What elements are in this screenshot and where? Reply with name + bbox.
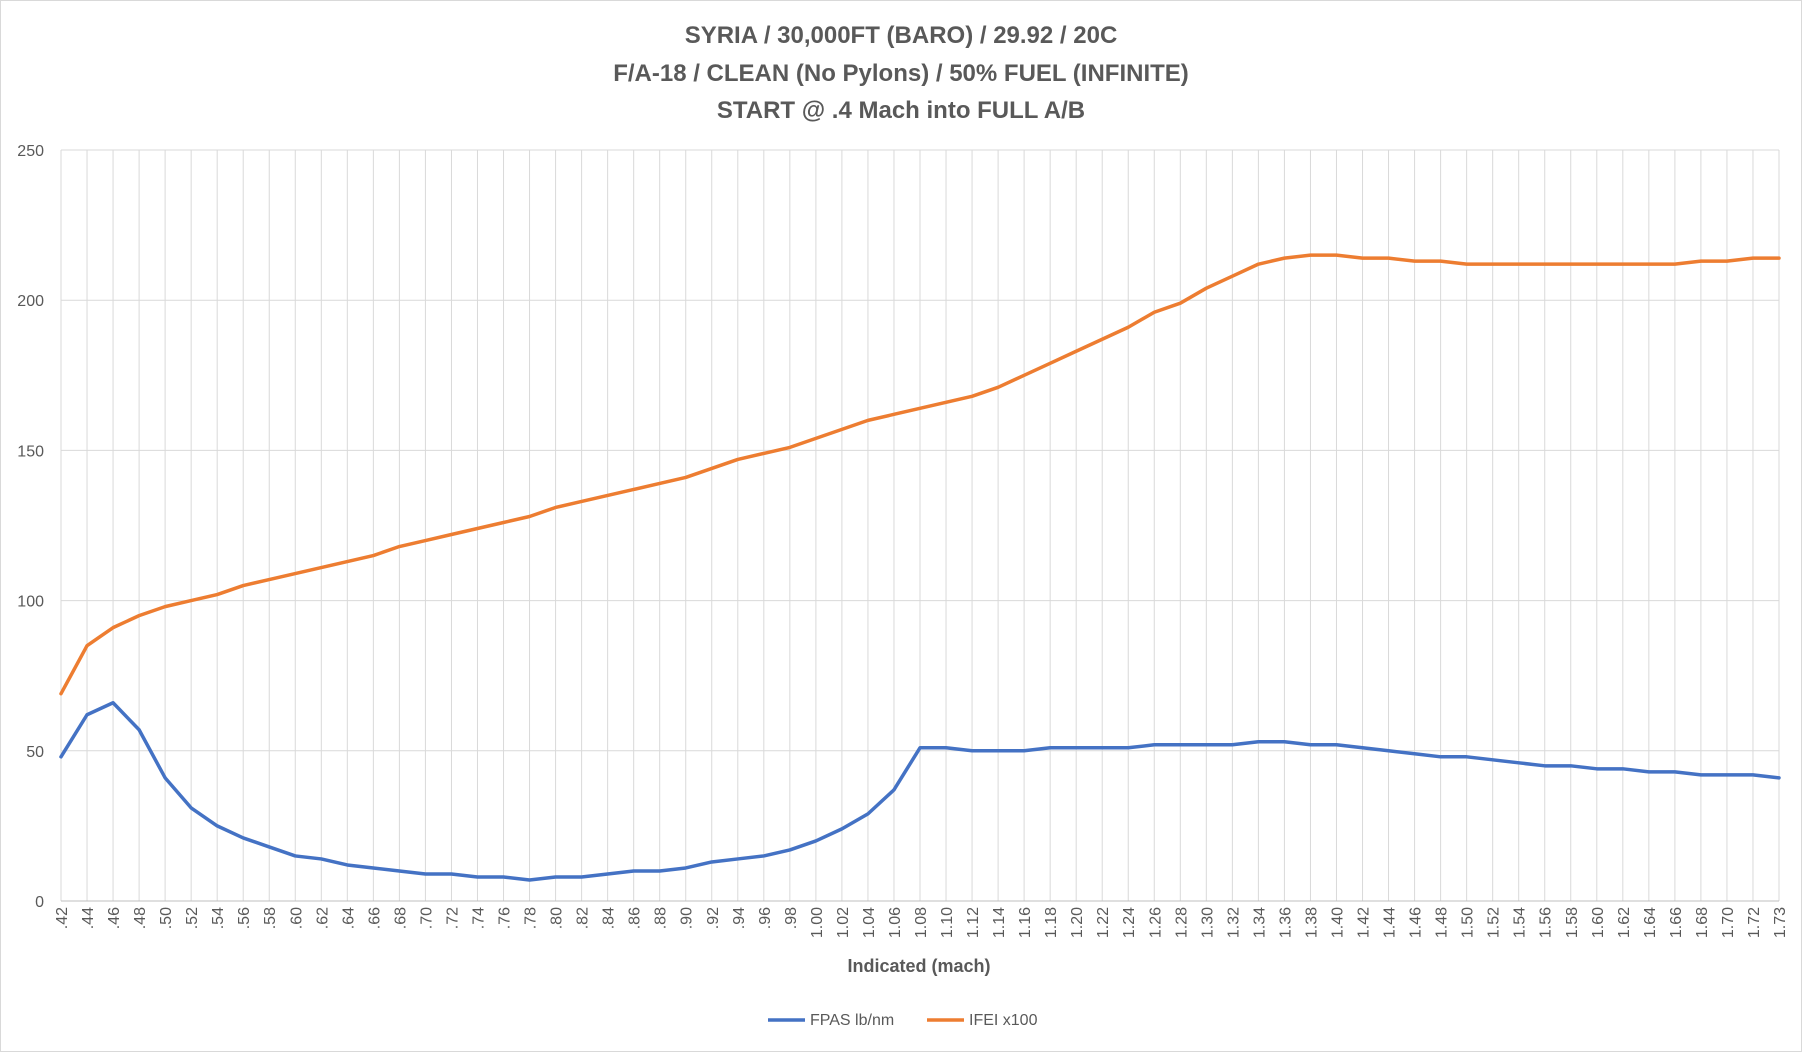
x-tick-label: 1.08 xyxy=(913,907,930,938)
x-tick-label: 1.46 xyxy=(1408,907,1425,938)
x-tick-label: .70 xyxy=(418,907,435,929)
series-line-fpas xyxy=(59,700,1781,882)
x-tick-label: 1.14 xyxy=(991,907,1008,938)
legend: FPAS lb/nm IFEI x100 xyxy=(768,1012,1038,1029)
x-tick-label: 1.00 xyxy=(809,907,826,938)
x-tick-label: 1.60 xyxy=(1590,907,1607,938)
x-tick-label: 1.73 xyxy=(1772,907,1789,938)
x-tick-label: 1.22 xyxy=(1095,907,1112,938)
chart-title: SYRIA / 30,000FT (BARO) / 29.92 / 20C F/… xyxy=(613,22,1189,124)
legend-label: IFEI x100 xyxy=(969,1012,1038,1029)
x-axis-ticks: .42 .44 .46 .48 .50 .52 .54 .56 .58 .60 .62 .64 .66.… xyxy=(54,907,1789,938)
x-tick-label: 1.54 xyxy=(1512,907,1529,938)
x-tick-label: 1.58 xyxy=(1564,907,1581,938)
y-tick-label: 50 xyxy=(26,744,44,761)
x-tick-label: .68 xyxy=(392,907,409,929)
x-tick-label: 1.32 xyxy=(1225,907,1242,938)
x-tick-label: 1.28 xyxy=(1173,907,1190,938)
chart-title-line-2: F/A-18 / CLEAN (No Pylons) / 50% FUEL (I… xyxy=(613,60,1189,87)
x-tick-label: .46 xyxy=(106,907,123,929)
x-tick-label: .80 xyxy=(549,907,566,929)
x-tick-label: 1.02 xyxy=(835,907,852,938)
x-tick-label: .86 xyxy=(627,907,644,929)
x-tick-label: .60 xyxy=(288,907,305,929)
x-tick-label: 1.42 xyxy=(1356,907,1373,938)
y-tick-label: 150 xyxy=(17,443,44,460)
y-axis-ticks: 0 50 100 150 200 250 xyxy=(17,143,44,911)
x-tick-label: 1.56 xyxy=(1538,907,1555,938)
x-tick-label: 1.18 xyxy=(1043,907,1060,938)
x-tick-label: 1.12 xyxy=(965,907,982,938)
y-tick-label: 100 xyxy=(17,594,44,611)
x-tick-label: 1.70 xyxy=(1720,907,1737,938)
x-tick-label: .96 xyxy=(757,907,774,929)
x-tick-label: .78 xyxy=(523,907,540,929)
series-line-ifei xyxy=(59,253,1781,696)
x-tick-label: .58 xyxy=(262,907,279,929)
x-tick-label: 1.52 xyxy=(1486,907,1503,938)
x-tick-label: .88 xyxy=(653,907,670,929)
x-tick-label: 1.26 xyxy=(1147,907,1164,938)
x-tick-label: 1.72 xyxy=(1746,907,1763,938)
y-tick-label: 200 xyxy=(17,293,44,310)
x-tick-label: 1.20 xyxy=(1069,907,1086,938)
x-tick-label: .44 xyxy=(80,907,97,929)
x-tick-label: 1.04 xyxy=(861,907,878,938)
x-tick-label: .54 xyxy=(210,907,227,929)
x-tick-label: .48 xyxy=(132,907,149,929)
x-tick-label: .42 xyxy=(54,907,71,929)
x-tick-label: 1.64 xyxy=(1642,907,1659,938)
series-lines xyxy=(59,253,1781,882)
x-tick-label: .98 xyxy=(783,907,800,929)
x-tick-label: .76 xyxy=(497,907,514,929)
x-tick-label: .52 xyxy=(184,907,201,929)
gridlines xyxy=(60,149,1780,901)
x-tick-label: 1.40 xyxy=(1329,907,1346,938)
x-tick-label: .62 xyxy=(314,907,331,929)
x-tick-label: 1.24 xyxy=(1121,907,1138,938)
chart-title-line-3: START @ .4 Mach into FULL A/B xyxy=(717,97,1085,124)
y-tick-label: 0 xyxy=(35,894,44,911)
x-axis-title: Indicated (mach) xyxy=(847,956,990,976)
legend-label: FPAS lb/nm xyxy=(810,1012,894,1029)
x-tick-label: 1.66 xyxy=(1668,907,1685,938)
x-tick-label: 1.36 xyxy=(1277,907,1294,938)
y-tick-label: 250 xyxy=(17,143,44,160)
x-tick-label: 1.44 xyxy=(1382,907,1399,938)
x-tick-label: .56 xyxy=(236,907,253,929)
x-tick-label: 1.50 xyxy=(1460,907,1477,938)
x-tick-label: 1.10 xyxy=(939,907,956,938)
x-tick-label: .50 xyxy=(158,907,175,929)
x-tick-label: .84 xyxy=(601,907,618,929)
x-tick-label: 1.68 xyxy=(1694,907,1711,938)
x-tick-label: .64 xyxy=(340,907,357,929)
x-tick-label: .74 xyxy=(470,907,487,929)
x-tick-label: 1.48 xyxy=(1434,907,1451,938)
x-tick-label: .92 xyxy=(705,907,722,929)
x-tick-label: .72 xyxy=(444,907,461,929)
x-tick-label: 1.06 xyxy=(887,907,904,938)
x-tick-label: 1.38 xyxy=(1303,907,1320,938)
x-tick-label: 1.30 xyxy=(1199,907,1216,938)
x-tick-label: .82 xyxy=(575,907,592,929)
x-tick-label: .90 xyxy=(679,907,696,929)
x-tick-label: 1.16 xyxy=(1017,907,1034,938)
x-tick-label: 1.62 xyxy=(1616,907,1633,938)
x-tick-label: 1.34 xyxy=(1251,907,1268,938)
x-tick-label: .94 xyxy=(731,907,748,929)
x-tick-label: .66 xyxy=(366,907,383,929)
chart-title-line-1: SYRIA / 30,000FT (BARO) / 29.92 / 20C xyxy=(685,22,1118,49)
